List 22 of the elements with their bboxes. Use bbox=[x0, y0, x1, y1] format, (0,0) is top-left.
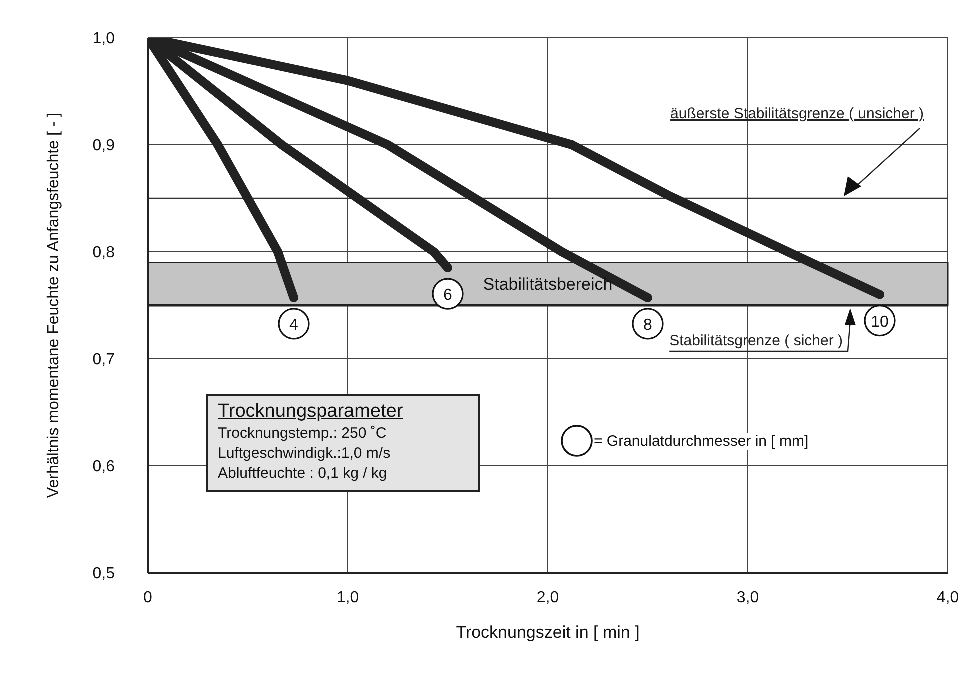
y-tick-label: 0,7 bbox=[92, 352, 116, 369]
annotation: = Granulatdurchmesser in [ mm] bbox=[594, 432, 809, 450]
x-tick-label: 0 bbox=[144, 589, 153, 606]
x-tick-label: 1,0 bbox=[336, 589, 360, 606]
x-tick-label: 2,0 bbox=[536, 589, 560, 606]
y-tick-label: 0,5 bbox=[92, 566, 116, 583]
annotation: Trocknungsparameter bbox=[218, 401, 404, 422]
y-tick-label: 0,8 bbox=[92, 244, 116, 262]
y-tick-label: 0,9 bbox=[92, 138, 116, 155]
annotation: Trocknungstemp.: 250 ˚C bbox=[218, 424, 388, 444]
y-axis-title: Verhältnis momentane Feuchte zu Anfangsfeuchte [ - ] bbox=[46, 112, 63, 498]
y-tick-label: 1,0 bbox=[92, 30, 116, 48]
series-label: 8 bbox=[644, 317, 653, 334]
series-label: 10 bbox=[871, 314, 889, 331]
x-tick-label: 3,0 bbox=[736, 589, 760, 606]
annotation: Abluftfeuchte : 0,1 kg / kg bbox=[218, 464, 388, 484]
annotation: Luftgeschwindigk.:1,0 m/s bbox=[218, 444, 392, 464]
y-tick-label: 0,6 bbox=[92, 458, 116, 476]
series-label: 4 bbox=[290, 317, 299, 334]
x-tick-label: 4,0 bbox=[936, 589, 960, 606]
series-label: 6 bbox=[444, 287, 453, 304]
x-axis-title: Trocknungszeit in [ min ] bbox=[456, 623, 640, 642]
